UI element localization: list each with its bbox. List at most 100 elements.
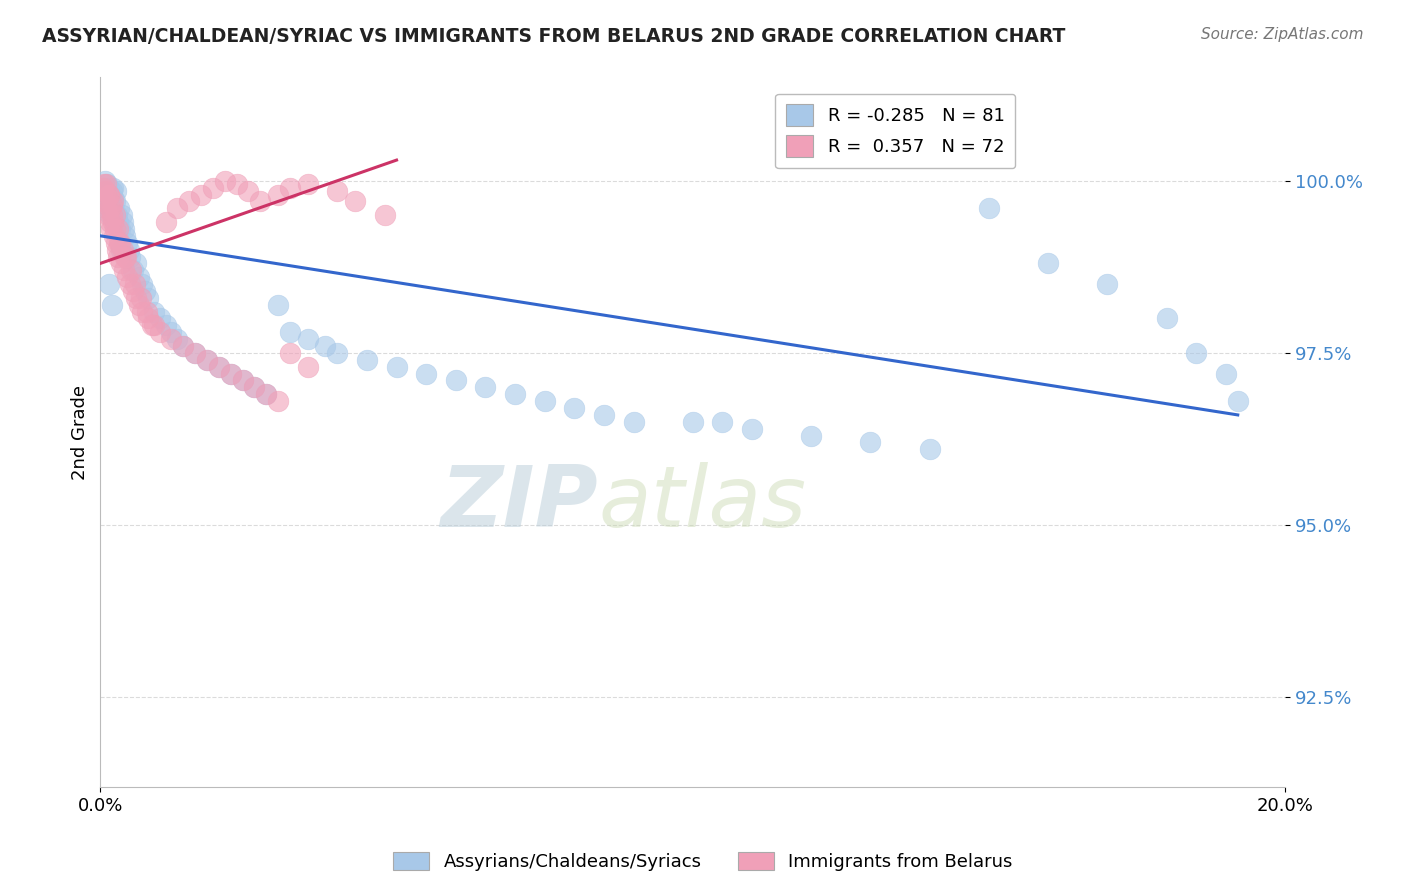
Text: ASSYRIAN/CHALDEAN/SYRIAC VS IMMIGRANTS FROM BELARUS 2ND GRADE CORRELATION CHART: ASSYRIAN/CHALDEAN/SYRIAC VS IMMIGRANTS F… <box>42 27 1066 45</box>
Point <box>195 352 218 367</box>
Point <box>184 346 207 360</box>
Point <box>101 208 124 222</box>
Point <box>118 250 141 264</box>
Point <box>562 401 585 415</box>
Point <box>344 194 367 209</box>
Point <box>96 202 118 216</box>
Point <box>503 387 526 401</box>
Point <box>98 208 121 222</box>
Point <box>623 415 645 429</box>
Point <box>249 194 271 209</box>
Point <box>100 198 122 212</box>
Point <box>859 435 882 450</box>
Text: Source: ZipAtlas.com: Source: ZipAtlas.com <box>1201 27 1364 42</box>
Point <box>103 204 125 219</box>
Point <box>96 184 118 198</box>
Point <box>326 184 349 198</box>
Point <box>93 194 115 209</box>
Point <box>122 263 145 277</box>
Point <box>96 177 118 191</box>
Point <box>278 346 301 360</box>
Point <box>201 180 224 194</box>
Point <box>160 332 183 346</box>
Point <box>104 222 127 236</box>
Point <box>111 243 134 257</box>
Point <box>110 243 132 257</box>
Point <box>136 311 159 326</box>
Point <box>115 270 138 285</box>
Point <box>118 243 141 257</box>
Text: atlas: atlas <box>598 461 806 545</box>
Point <box>142 318 165 333</box>
Point <box>1185 346 1208 360</box>
Point <box>297 332 319 346</box>
Point <box>918 442 941 457</box>
Point <box>101 194 124 209</box>
Point <box>977 202 1000 216</box>
Point <box>96 194 118 209</box>
Point <box>125 256 148 270</box>
Point <box>111 208 134 222</box>
Point <box>97 191 120 205</box>
Point <box>100 184 122 198</box>
Point <box>128 298 150 312</box>
Point <box>593 408 616 422</box>
Point <box>142 304 165 318</box>
Point <box>314 339 336 353</box>
Point <box>166 332 188 346</box>
Point <box>278 180 301 194</box>
Point <box>254 387 277 401</box>
Point <box>160 326 183 340</box>
Point <box>243 380 266 394</box>
Point <box>112 263 135 277</box>
Point <box>114 228 136 243</box>
Point <box>184 346 207 360</box>
Point <box>128 270 150 285</box>
Point <box>474 380 496 394</box>
Point <box>533 394 555 409</box>
Point <box>297 359 319 374</box>
Point <box>97 202 120 216</box>
Point <box>1156 311 1178 326</box>
Legend: R = -0.285   N = 81, R =  0.357   N = 72: R = -0.285 N = 81, R = 0.357 N = 72 <box>775 94 1015 169</box>
Point <box>208 359 231 374</box>
Point <box>1097 277 1119 291</box>
Point <box>172 339 194 353</box>
Point <box>254 387 277 401</box>
Point <box>110 235 132 250</box>
Point <box>98 277 121 291</box>
Point <box>98 187 121 202</box>
Point <box>107 222 129 236</box>
Point <box>136 291 159 305</box>
Legend: Assyrians/Chaldeans/Syriacs, Immigrants from Belarus: Assyrians/Chaldeans/Syriacs, Immigrants … <box>387 845 1019 879</box>
Point <box>374 208 396 222</box>
Point <box>166 202 188 216</box>
Point <box>112 222 135 236</box>
Point <box>225 177 247 191</box>
Point <box>124 277 146 291</box>
Point <box>800 428 823 442</box>
Point <box>243 380 266 394</box>
Point <box>444 374 467 388</box>
Point <box>101 298 124 312</box>
Point <box>326 346 349 360</box>
Point <box>93 177 115 191</box>
Point <box>108 202 131 216</box>
Point <box>118 277 141 291</box>
Point <box>711 415 734 429</box>
Point <box>238 184 260 198</box>
Point <box>219 367 242 381</box>
Point <box>131 304 153 318</box>
Point <box>415 367 437 381</box>
Point <box>682 415 704 429</box>
Point <box>103 228 125 243</box>
Point <box>103 215 125 229</box>
Point <box>97 187 120 202</box>
Point <box>101 191 124 205</box>
Point <box>356 352 378 367</box>
Point <box>149 326 172 340</box>
Point <box>231 374 253 388</box>
Point <box>94 174 117 188</box>
Point <box>105 208 128 222</box>
Point <box>93 180 115 194</box>
